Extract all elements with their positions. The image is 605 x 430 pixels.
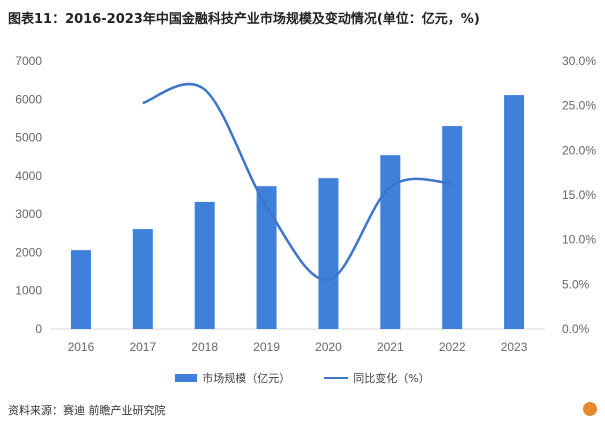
chart-title: 图表11：2016-2023年中国金融科技产业市场规模及变动情况(单位：亿元，%… [8,12,480,27]
legend: 市场规模（亿元） 同比变化（%） [0,370,605,386]
logo-icon [583,402,597,416]
bar [194,201,215,329]
bar [442,126,463,329]
x-tick-label: 2020 [315,340,342,354]
y-right-tick-label: 20.0% [562,143,596,157]
x-tick-label: 2022 [439,340,466,354]
legend-label-line: 同比变化（%） [353,372,430,385]
legend-swatch-bar [175,374,198,382]
y-left-tick-label: 0 [35,322,42,336]
y-left-tick-label: 6000 [15,92,42,106]
bar [70,250,91,329]
bar [380,155,401,329]
x-tick-label: 2017 [129,340,156,354]
y-left-tick-label: 5000 [15,131,42,145]
x-tick-label: 2016 [68,340,95,354]
y-right-tick-label: 0.0% [562,322,590,336]
y-right-tick-label: 10.0% [562,233,596,247]
growth-rate-line [142,82,453,282]
bar [132,229,153,329]
bar [504,95,525,330]
x-tick-label: 2023 [501,340,528,354]
y-right-tick-label: 30.0% [562,54,596,68]
y-left-tick-label: 1000 [15,284,42,298]
bar [318,178,339,329]
y-left-tick-label: 7000 [15,54,42,68]
legend-label-bar: 市场规模（亿元） [202,372,291,385]
chart-plot: 0 1000 2000 3000 4000 5000 6000 7000 0.0% 5.0% 10.… [15,54,596,354]
y-right-tick-label: 25.0% [562,99,596,113]
y-left-tick-label: 4000 [15,169,42,183]
bar [256,186,277,329]
y-right-tick-label: 15.0% [562,188,596,202]
y-left-tick-label: 2000 [15,245,42,259]
legend-swatch-line [324,377,349,379]
y-right-tick-label: 5.0% [562,277,590,291]
y-left-tick-label: 3000 [15,207,42,221]
x-tick-label: 2019 [253,340,280,354]
legend-item-bar: 市场规模（亿元） [175,370,290,386]
x-tick-label: 2018 [191,340,218,354]
logo [583,402,597,416]
source-note: 资料来源：赛迪 前瞻产业研究院 [8,404,166,417]
legend-item-line: 同比变化（%） [324,370,430,386]
x-tick-label: 2021 [377,340,404,354]
